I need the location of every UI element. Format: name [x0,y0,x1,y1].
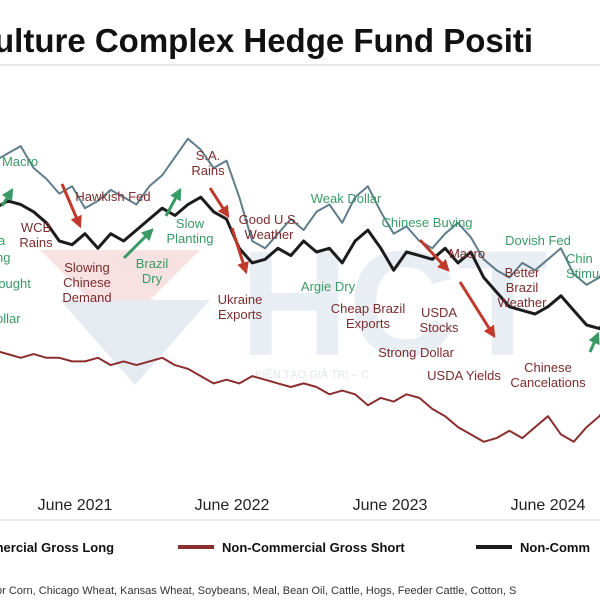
annotation-label: S.A. Rains [191,148,225,178]
annotation-label: USDA Yields [427,368,501,383]
series-line-2 [0,350,600,443]
annotation-label: Chin Stimu [566,251,599,281]
annotation-label: Weak Dollar [311,191,382,206]
arrow-sa-rains [208,187,230,219]
annotation-label: Macro [449,246,485,261]
arrow-good-us-weather [230,227,249,275]
watermark-text: HCT [240,219,548,387]
x-axis: June 2021 June 2022 June 2023 June 2024 [38,497,586,514]
watermark-triangle-red [40,250,200,330]
arrow-china-stimulus [588,331,600,353]
arrow-chinese-buying [418,238,450,272]
watermark-subtext: KIẾN TẠO GIÁ TRỊ – C [255,368,369,381]
chart-footnote: or Corn, Chicago Wheat, Kansas Wheat, So… [0,585,516,597]
arrow-macro-down [458,281,496,339]
annotation-label: ng [0,250,10,265]
annotation-label: rought [0,276,31,291]
arrow-hawkish-fed [60,183,82,229]
arrow-slow-planting [164,187,182,217]
annotation-label: Dovish Fed [505,233,571,248]
annotation-label: Slowing Chinese Demand [62,260,111,305]
arrow-layer [0,183,600,353]
x-tick-label: June 2022 [195,497,270,514]
annotation-label: Better Brazil Weather [498,265,548,310]
legend-label: mercial Gross Long [0,540,114,555]
annotation-label: Hawkish Fed [75,189,150,204]
annotation-label: Chinese Buying [381,215,472,230]
annotation-label: Strong Dollar [378,345,455,360]
annotation-label: Macro [2,154,38,169]
x-tick-label: June 2021 [38,497,113,514]
x-tick-label: June 2023 [353,497,428,514]
x-tick-label: June 2024 [511,497,586,514]
annotation-label: WCB Rains [19,220,53,250]
annotation-label: Brazil Dry [136,256,169,286]
legend-label: Non-Commercial Gross Short [222,540,405,555]
plot-frame [0,64,600,521]
series-layer [0,137,600,443]
arrow-brazil-dry [122,228,154,260]
annotation-label: a [0,233,6,248]
watermark-logo: HCT KIẾN TẠO GIÁ TRỊ – C [40,219,548,387]
watermark-triangle-blue [60,300,210,385]
annotation-label: Chinese Cancelations [510,360,586,390]
annotation-label: Good U.S. Weather [239,212,300,242]
annotation-label: ollar [0,311,21,326]
annotation-label: USDA Stocks [419,305,459,335]
annotation-label: Slow Planting [167,216,214,246]
annotation-label: Argie Dry [301,279,356,294]
arrow-left-up [0,187,14,207]
chart-title: ulture Complex Hedge Fund Positi [0,22,533,59]
annotation-label: Ukraine Exports [218,292,263,322]
annotation-label: Cheap Brazil Exports [331,301,406,331]
series-line-3 [0,195,600,331]
legend-label: Non-Comm [520,540,590,555]
legend: mercial Gross Long Non-Commercial Gross S… [0,540,590,555]
series-line-1 [0,137,600,286]
